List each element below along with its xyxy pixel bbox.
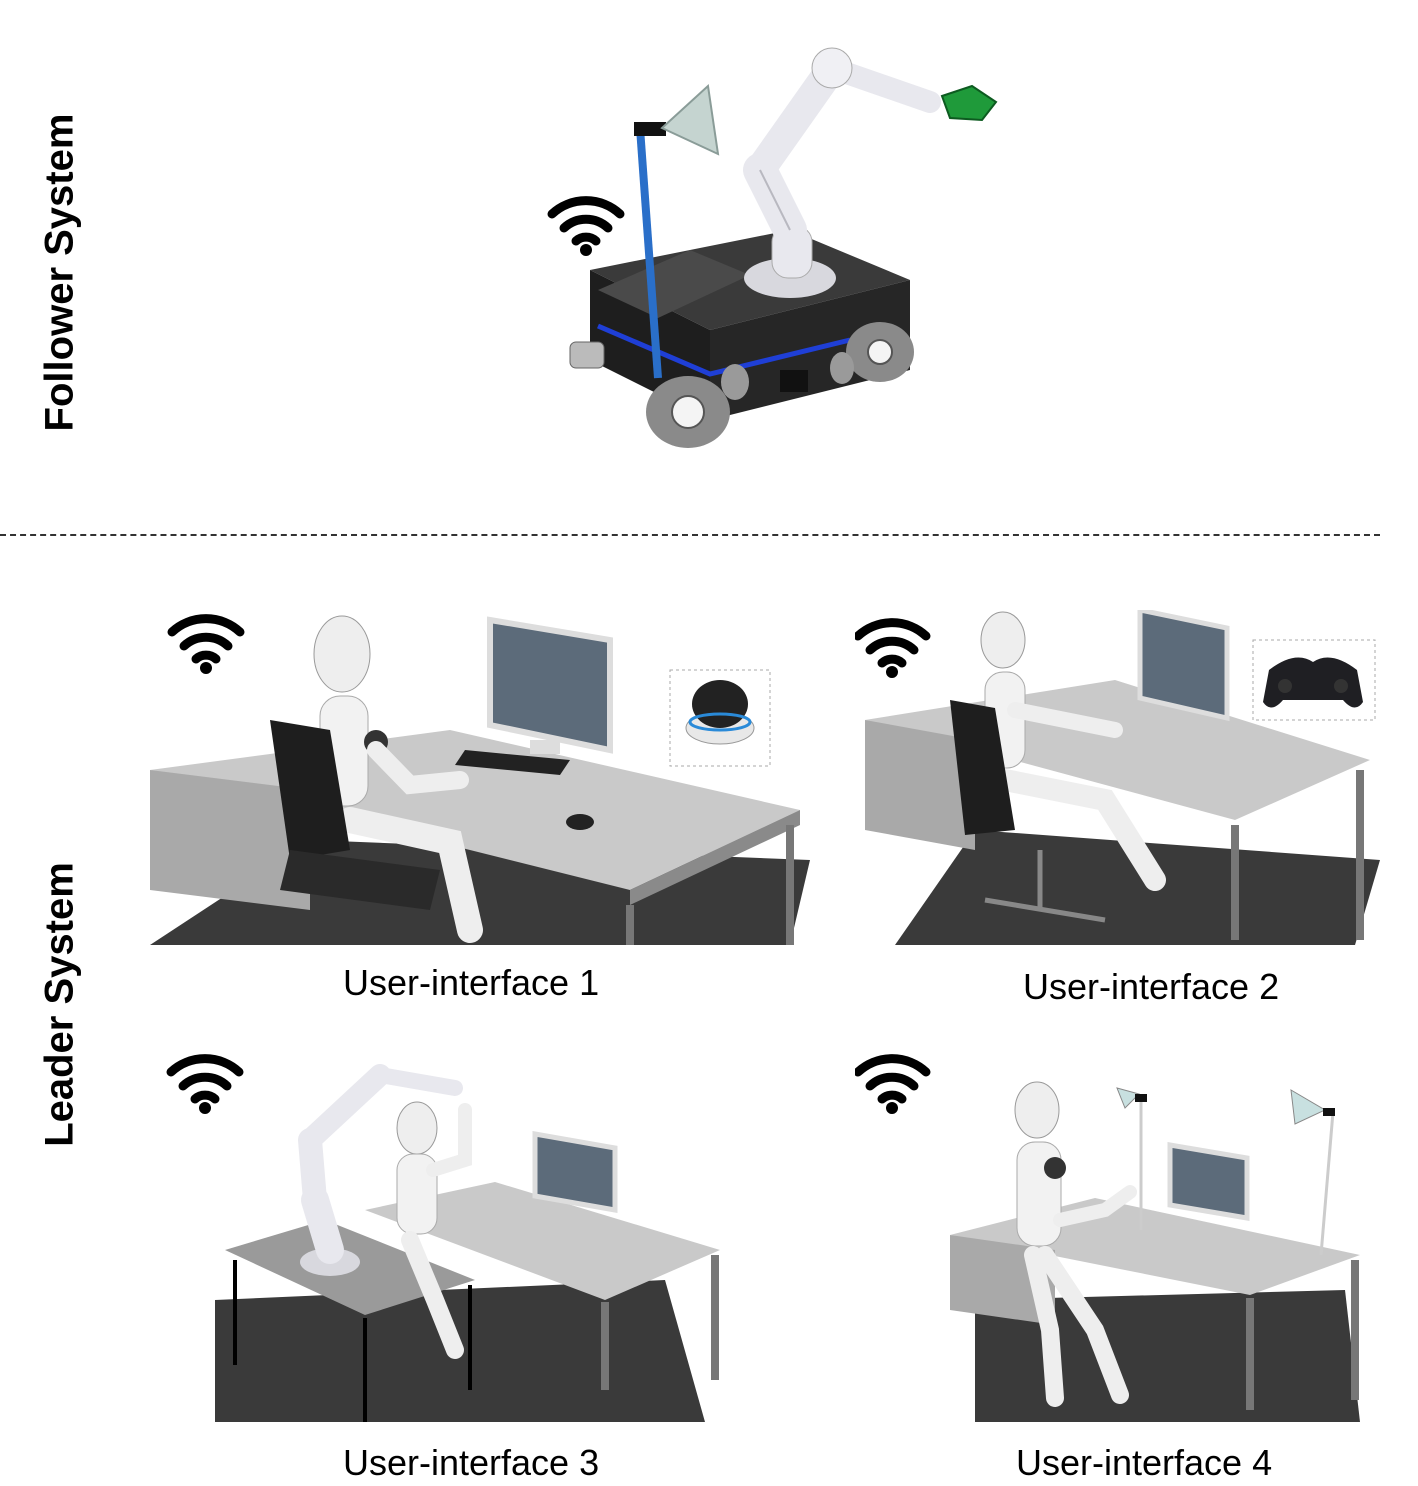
section-divider: [0, 534, 1380, 536]
user-interface-4-illustration: [855, 1054, 1360, 1422]
follower-system-label: Follower System: [37, 113, 82, 432]
office-chair: [950, 700, 1106, 923]
wifi-icon: [855, 1054, 931, 1114]
user-interface-3-illustration: [166, 1054, 720, 1422]
wifi-icon: [166, 1054, 244, 1114]
user-interface-3-caption: User-interface 3: [343, 1442, 600, 1483]
mannequin-operator: [396, 1101, 472, 1359]
monitor: [487, 616, 613, 754]
user-interface-2-caption: User-interface 2: [1023, 966, 1280, 1007]
3d-mouse-device-icon: [669, 669, 771, 767]
desk: [365, 1182, 720, 1390]
user-interface-1-caption: User-interface 1: [343, 962, 600, 1003]
user-interface-1-illustration: [150, 614, 810, 945]
office-chair: [270, 720, 440, 910]
floor: [895, 830, 1380, 945]
wifi-icon: [547, 196, 625, 256]
follower-robot-illustration: [547, 47, 998, 448]
mannequin-operator: [1014, 1081, 1137, 1407]
camera-mast: [634, 83, 720, 379]
mobile-base: [590, 230, 910, 420]
floor: [975, 1290, 1360, 1422]
robot-arm: [743, 47, 941, 298]
wifi-icon: [855, 618, 931, 678]
gamepad-device-icon: [1252, 639, 1376, 721]
monitor: [1167, 1142, 1250, 1221]
motion-tracking-camera-icon: [1116, 1087, 1335, 1256]
user-interface-2-illustration: [855, 610, 1380, 945]
mecanum-wheel-icon: [569, 322, 914, 448]
haptic-robot-arm-device-icon: [298, 1064, 463, 1276]
monitor: [532, 1131, 618, 1213]
keyboard-and-mouse: [455, 750, 594, 830]
user-interface-4-caption: User-interface 4: [1016, 1442, 1273, 1483]
leader-system-label: Leader System: [37, 862, 82, 1147]
wifi-icon: [167, 614, 245, 674]
robot-hand-icon: [940, 84, 998, 122]
monitor: [1137, 610, 1230, 722]
mannequin-operator: [313, 615, 483, 943]
